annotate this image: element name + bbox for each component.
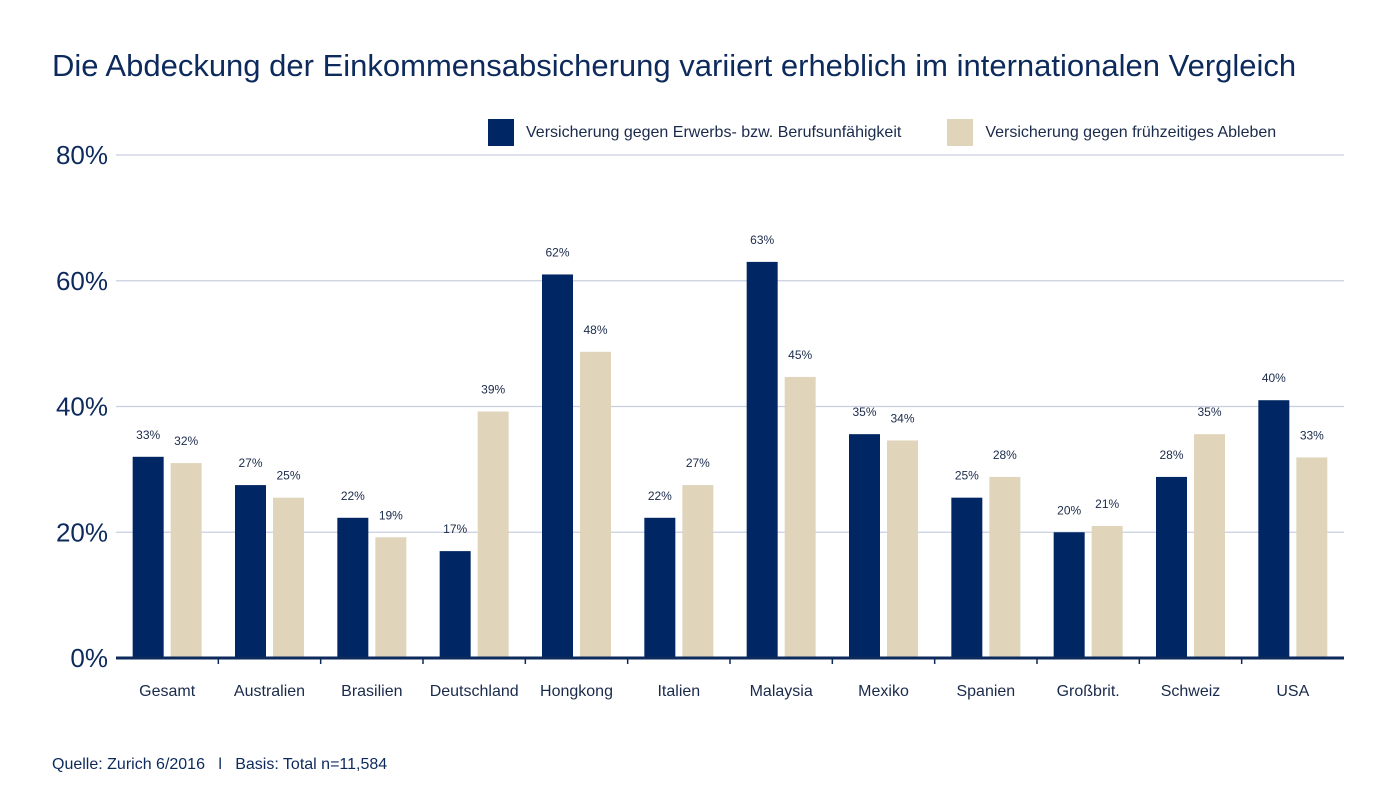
x-tick-label: Australien (234, 683, 305, 700)
x-tick-label: Malaysia (750, 683, 813, 700)
data-label: 40% (1262, 371, 1286, 385)
bar (644, 517, 676, 658)
x-tick-label: USA (1276, 683, 1309, 700)
bar (132, 456, 164, 658)
x-tick-label: Mexiko (858, 683, 909, 700)
legend: Versicherung gegen Erwerbs- bzw. Berufsu… (488, 119, 1276, 146)
chart-title: Die Abdeckung der Einkommensabsicherung … (52, 48, 1297, 83)
bar (273, 497, 304, 658)
data-label: 22% (648, 489, 672, 503)
bar (542, 274, 573, 658)
bar (746, 261, 778, 658)
x-tick-label: Deutschland (430, 683, 519, 700)
y-tick-label: 80% (56, 140, 108, 170)
bar (337, 517, 369, 658)
bar (580, 351, 611, 658)
bar (1258, 400, 1290, 658)
y-tick-label: 60% (56, 266, 108, 296)
bar (1091, 525, 1123, 658)
bar (170, 463, 202, 658)
y-tick-label: 0% (70, 643, 108, 673)
bar (1296, 457, 1328, 658)
data-label: 20% (1057, 503, 1081, 517)
data-label: 28% (1159, 448, 1183, 462)
bar (989, 476, 1021, 658)
data-label: 48% (583, 323, 607, 337)
data-label: 33% (136, 428, 160, 442)
x-tick-label: Großbrit. (1057, 683, 1120, 700)
bar (477, 411, 509, 658)
legend-item-disability: Versicherung gegen Erwerbs- bzw. Berufsu… (488, 119, 901, 146)
data-label: 22% (341, 489, 365, 503)
data-label: 25% (276, 469, 300, 483)
data-label: 35% (852, 405, 876, 419)
bar (682, 485, 714, 658)
data-label: 45% (788, 348, 812, 362)
source-note: Quelle: Zurich 6/2016 l Basis: Total n=1… (52, 756, 388, 773)
legend-swatch-death (947, 119, 974, 146)
data-label: 21% (1095, 497, 1119, 511)
legend-swatch-disability (488, 119, 514, 146)
bar (375, 537, 407, 658)
data-label: 32% (174, 434, 198, 448)
data-label: 19% (379, 508, 403, 522)
bar (887, 440, 918, 658)
data-label: 35% (1197, 405, 1221, 419)
x-tick-label: Schweiz (1161, 683, 1221, 700)
bar (849, 434, 880, 658)
x-tick-label: Italien (657, 683, 700, 700)
data-label: 25% (955, 469, 979, 483)
data-label: 34% (890, 411, 914, 425)
data-label: 39% (481, 383, 505, 397)
bar (1194, 434, 1225, 658)
x-tick-label: Gesamt (139, 683, 196, 700)
bar (1156, 476, 1187, 658)
data-label: 27% (238, 456, 262, 470)
data-label: 28% (993, 448, 1017, 462)
x-tick-label: Spanien (956, 683, 1015, 700)
legend-item-death: Versicherung gegen frühzeitiges Ableben (947, 119, 1276, 146)
data-label: 33% (1300, 428, 1324, 442)
y-tick-label: 40% (56, 392, 108, 422)
x-tick-label: Hongkong (540, 683, 613, 700)
bar (951, 497, 983, 658)
bar (439, 551, 471, 658)
data-label: 17% (443, 522, 467, 536)
data-label: 27% (686, 456, 710, 470)
data-label: 63% (750, 233, 774, 247)
legend-label-death: Versicherung gegen frühzeitiges Ableben (985, 123, 1277, 141)
bar (1053, 532, 1085, 658)
x-tick-label: Brasilien (341, 683, 402, 700)
bar (784, 376, 816, 658)
y-tick-label: 20% (56, 517, 108, 547)
data-label: 62% (545, 245, 569, 259)
legend-label-disability: Versicherung gegen Erwerbs- bzw. Berufsu… (526, 123, 902, 141)
bar (235, 485, 266, 658)
